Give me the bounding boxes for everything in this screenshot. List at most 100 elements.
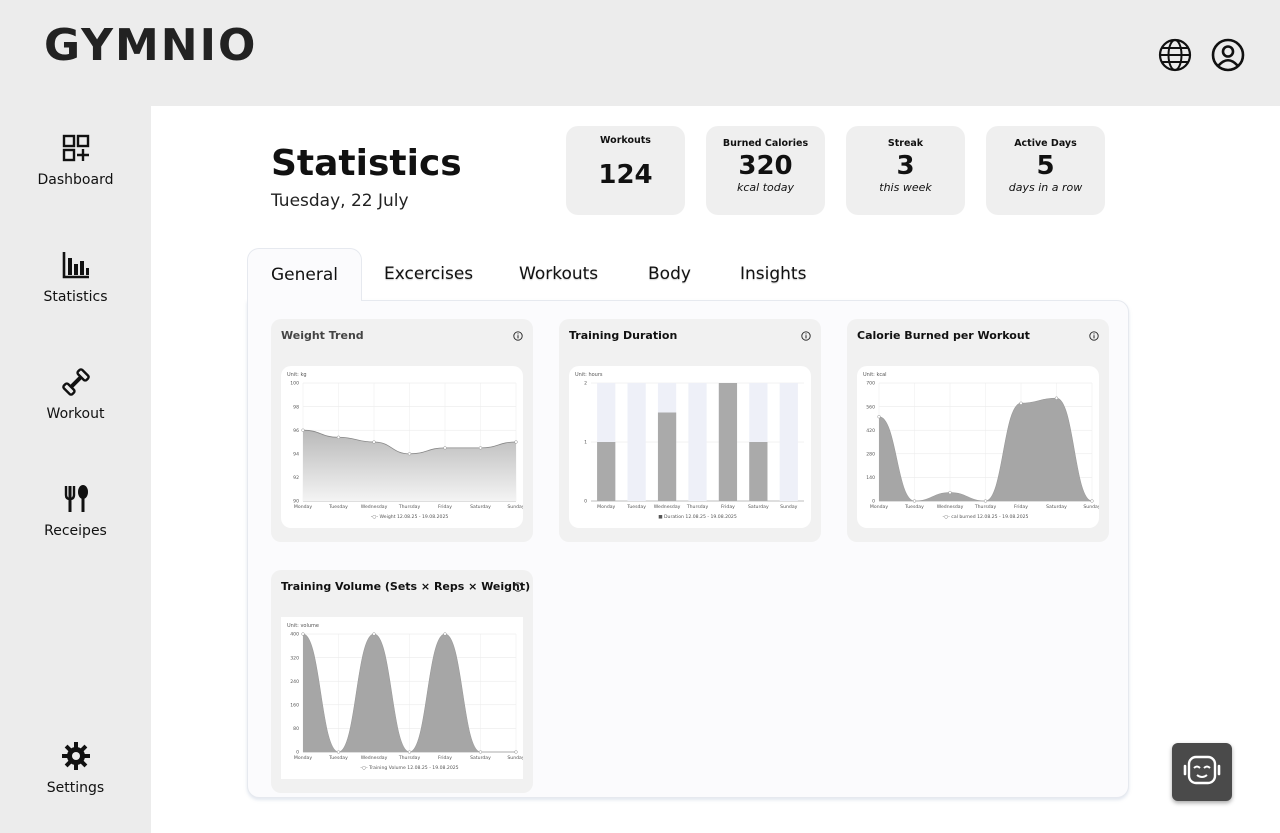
x-tick-label: Tuesday xyxy=(626,504,646,510)
x-tick-label: Tuesday xyxy=(328,755,348,761)
data-point xyxy=(336,435,341,439)
dumbbell-icon xyxy=(61,368,90,396)
data-point xyxy=(301,632,305,636)
x-tick-label: Sunday xyxy=(780,504,797,510)
assistant-bot-button[interactable] xyxy=(1172,743,1232,801)
tab-body[interactable]: Body xyxy=(648,264,691,284)
data-point xyxy=(372,440,376,444)
y-tick-label: 90 xyxy=(293,499,299,505)
stat-value: 320 xyxy=(738,151,793,181)
x-tick-label: Monday xyxy=(597,504,615,510)
calorie-burned-plot: Unit: kcal 0 140 280 420 560 700 Monday Tuesday W… xyxy=(857,366,1099,528)
stat-card-workouts: Workouts 124 xyxy=(566,126,685,215)
sidebar-item-label: Receipes xyxy=(44,523,107,539)
grid-plus-icon xyxy=(62,134,89,162)
sidebar-item-receipes[interactable]: Receipes xyxy=(0,484,151,539)
tab-insights[interactable]: Insights xyxy=(740,264,807,284)
training-volume-chart: Unit: volume 0 80 160 240 320 400 Monday Tuesday… xyxy=(287,623,523,771)
x-tick-label: Saturday xyxy=(1046,504,1067,510)
stat-card-streak: Streak 3 this week xyxy=(846,126,965,215)
y-tick-label: 320 xyxy=(290,655,299,661)
card-title: Training Duration xyxy=(569,329,678,342)
x-tick-label: Friday xyxy=(721,504,735,510)
stat-sub: days in a row xyxy=(1008,181,1083,194)
data-point xyxy=(407,452,412,456)
sidebar-item-label: Workout xyxy=(46,406,105,422)
data-point xyxy=(443,632,447,636)
y-tick-label: 420 xyxy=(866,428,875,434)
fork-spoon-icon xyxy=(64,485,88,512)
sidebar-item-label: Dashboard xyxy=(37,172,114,188)
user-circle-icon[interactable] xyxy=(1211,38,1245,72)
data-point xyxy=(443,446,447,450)
training-duration-plot: Unit: hours 0 1 2 Monday Tuesday Wednesday Thur… xyxy=(569,366,811,528)
legend-entry: -○- Training Volume 12.08.25 - 19.08.202… xyxy=(360,765,458,771)
unit-label: Unit: kcal xyxy=(863,372,887,378)
stat-label: Workouts xyxy=(600,135,651,146)
info-icon[interactable] xyxy=(801,331,811,341)
x-tick-label: Saturday xyxy=(470,755,491,761)
x-tick-label: Monday xyxy=(294,755,312,761)
y-tick-label: 80 xyxy=(293,726,299,732)
series-area xyxy=(879,398,1092,501)
calorie-burned-chart: Unit: kcal 0 140 280 420 560 700 Monday Tuesday W… xyxy=(863,372,1099,520)
stat-label: Burned Calories xyxy=(722,138,809,149)
x-tick-label: Sunday xyxy=(507,504,523,510)
info-icon[interactable] xyxy=(1089,331,1099,341)
y-tick-label: 280 xyxy=(866,452,875,458)
y-tick-label: 2 xyxy=(584,381,587,387)
sidebar-item-settings[interactable]: Settings xyxy=(0,741,151,796)
training-volume-card: Training Volume (Sets × Reps × Weight) U… xyxy=(271,570,533,793)
x-tick-label: Sunday xyxy=(1083,504,1099,510)
info-icon[interactable] xyxy=(513,582,523,592)
y-tick-label: 160 xyxy=(290,703,299,709)
x-tick-label: Wednesday xyxy=(361,755,388,761)
bar xyxy=(657,412,677,501)
bar-chart-icon xyxy=(62,252,89,279)
x-tick-label: Friday xyxy=(1014,504,1028,510)
training-volume-plot: Unit: volume 0 80 160 240 320 400 Monday Tuesday… xyxy=(281,617,523,779)
stat-value: 3 xyxy=(896,151,915,181)
page-date: Tuesday, 22 July xyxy=(271,191,409,211)
sidebar-item-dashboard[interactable]: Dashboard xyxy=(0,133,151,188)
stat-label: Active Days xyxy=(1014,138,1077,149)
x-tick-label: Wednesday xyxy=(361,504,388,510)
x-tick-label: Thursday xyxy=(398,755,421,761)
globe-icon[interactable] xyxy=(1158,38,1192,72)
data-point xyxy=(301,428,305,432)
y-tick-label: 0 xyxy=(872,499,875,505)
stat-card-burned-calories: Burned Calories 320 kcal today xyxy=(706,126,825,215)
data-point xyxy=(948,490,952,495)
tab-workouts[interactable]: Workouts xyxy=(519,264,599,284)
sidebar-item-statistics[interactable]: Statistics xyxy=(0,250,151,305)
y-tick-label: 560 xyxy=(866,404,875,410)
y-tick-label: 96 xyxy=(293,428,299,434)
tab-general[interactable]: General xyxy=(247,248,362,301)
y-tick-label: 0 xyxy=(296,750,299,756)
series-area xyxy=(303,634,516,752)
y-tick-label: 100 xyxy=(290,381,299,387)
stat-value: 124 xyxy=(598,160,653,190)
x-tick-label: Saturday xyxy=(748,504,769,510)
training-duration-card: Training Duration Unit: hours 0 1 2 Monday Tu… xyxy=(559,319,821,542)
info-icon[interactable] xyxy=(513,331,523,341)
stat-sub: this week xyxy=(879,181,932,194)
y-tick-label: 140 xyxy=(866,475,875,481)
stat-value: 5 xyxy=(1036,151,1055,181)
data-point xyxy=(336,750,341,754)
training-duration-chart: Unit: hours 0 1 2 Monday Tuesday Wednesday Thur… xyxy=(575,372,804,520)
y-tick-label: 92 xyxy=(293,475,299,481)
legend-entry: -○- cal burned 12.08.25 - 19.08.2025 xyxy=(943,514,1029,520)
data-point xyxy=(478,750,483,754)
bar-background xyxy=(779,383,798,501)
x-tick-label: Thursday xyxy=(398,504,421,510)
data-point xyxy=(372,632,376,636)
data-point xyxy=(1090,499,1094,503)
data-point xyxy=(877,415,881,419)
tab-excercises[interactable]: Excercises xyxy=(384,264,474,284)
sidebar-item-workout[interactable]: Workout xyxy=(0,367,151,422)
x-tick-label: Monday xyxy=(870,504,888,510)
gear-icon xyxy=(61,742,90,770)
x-tick-label: Tuesday xyxy=(904,504,924,510)
unit-label: Unit: volume xyxy=(287,623,319,629)
